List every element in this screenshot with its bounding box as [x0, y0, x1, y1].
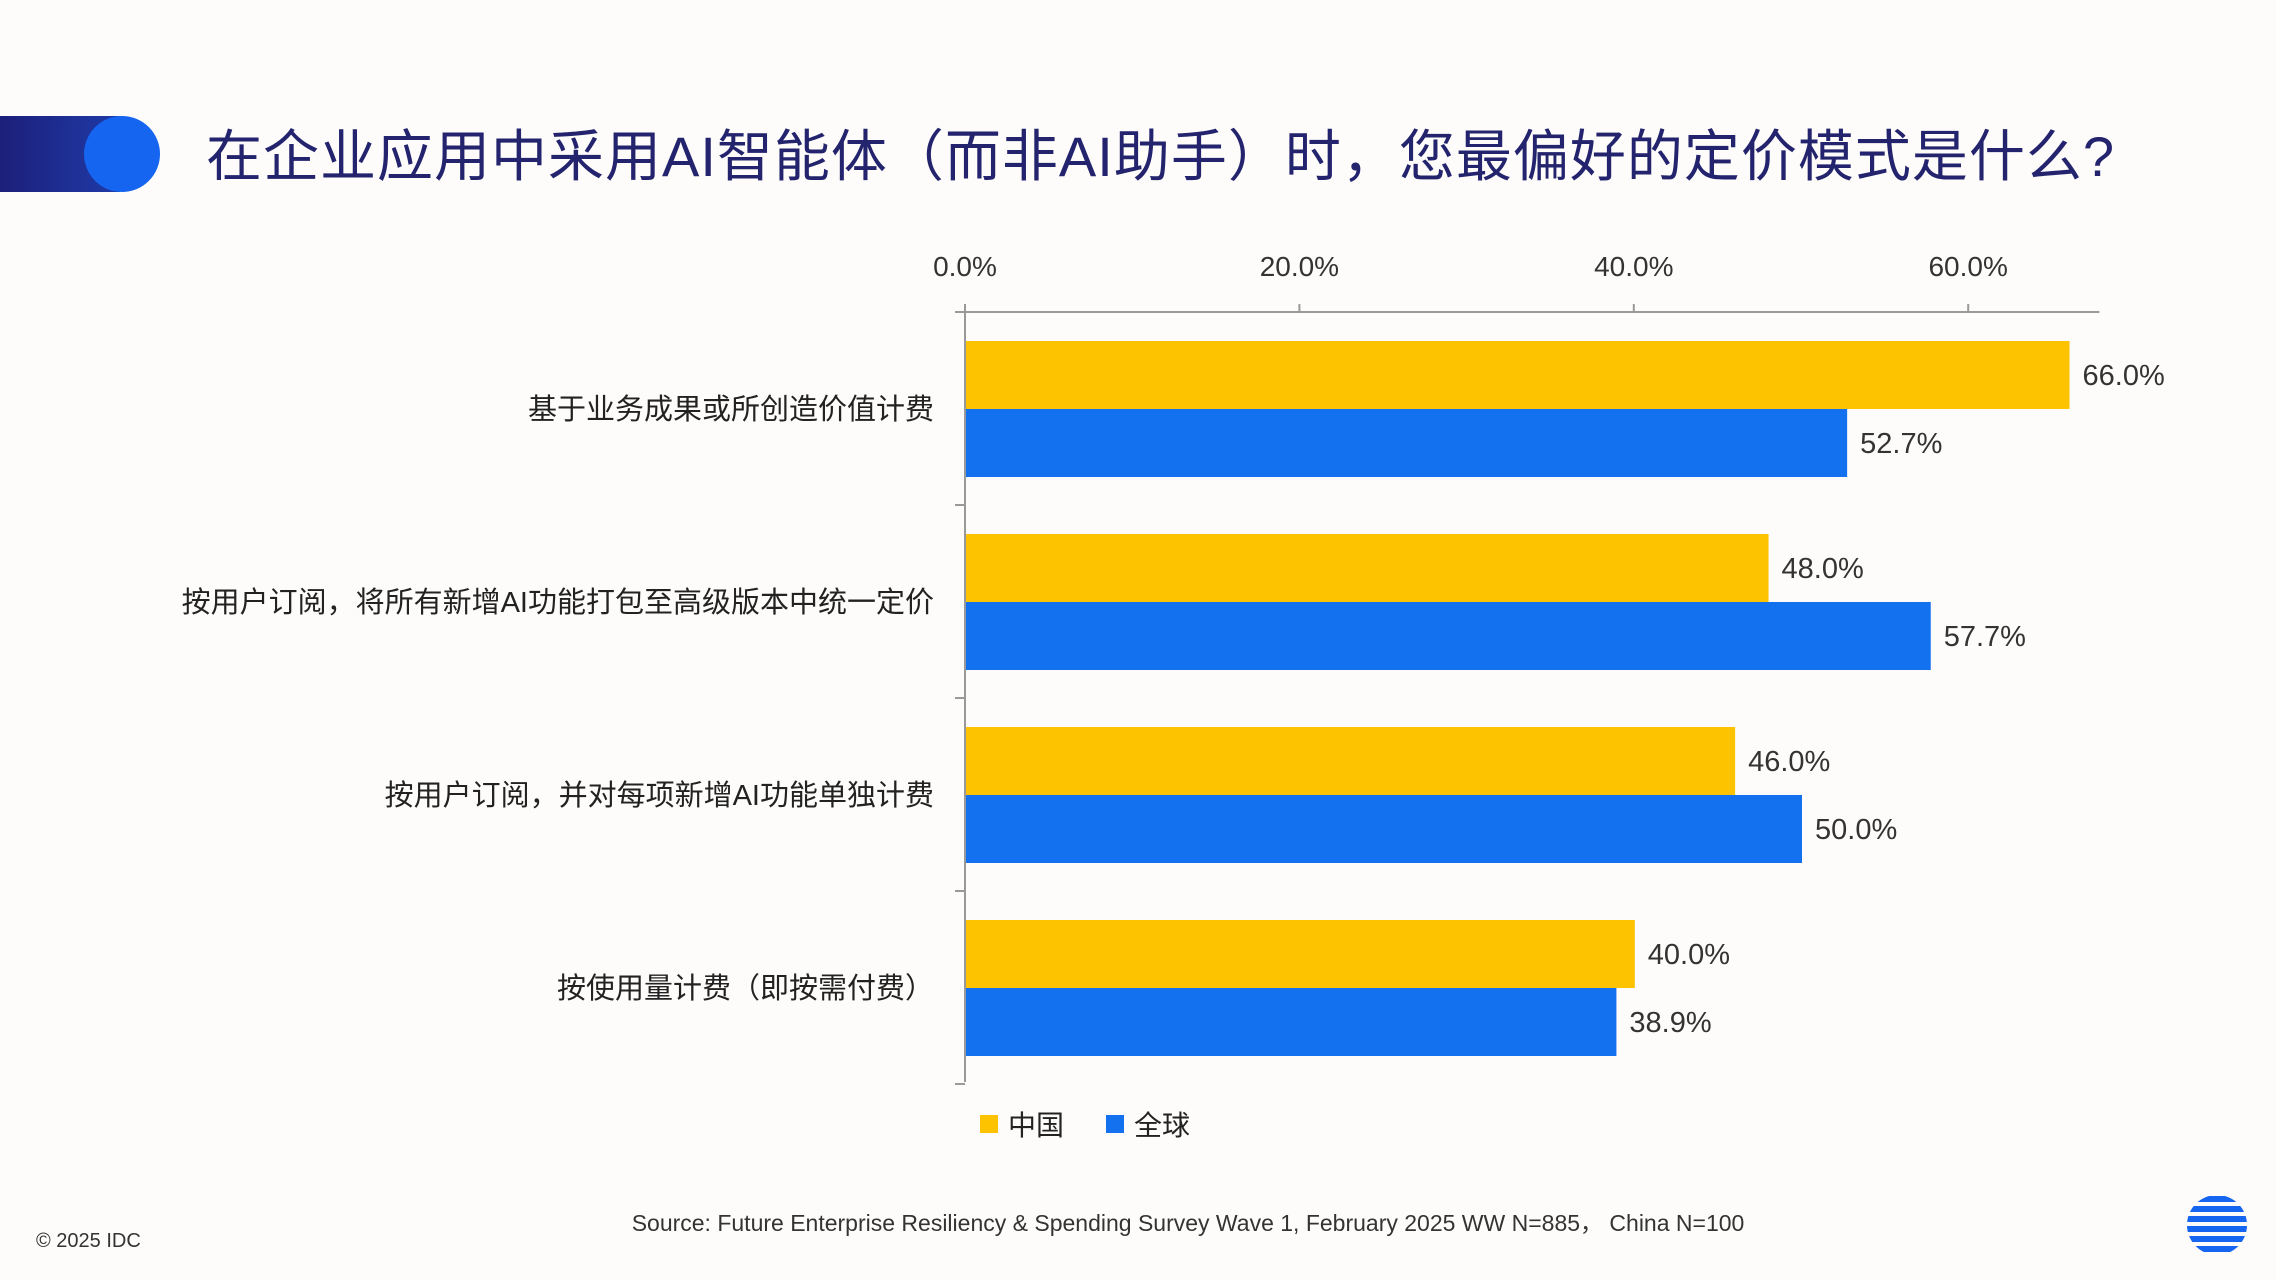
page-title: 在企业应用中采用AI智能体（而非AI助手）时，您最偏好的定价模式是什么? [206, 125, 2115, 188]
legend-item-global: 全球 [1106, 1104, 1190, 1144]
idc-globe-logo-icon [2187, 1196, 2247, 1252]
bar-global-0 [966, 409, 1848, 477]
bar-global-1 [966, 602, 1931, 670]
legend-swatch-china [980, 1115, 998, 1133]
title-accent-circle [84, 116, 160, 192]
data-label-global-2: 50.0% [1815, 814, 1897, 846]
copyright: © 2025 IDC [36, 1230, 141, 1252]
source-note: Source: Future Enterprise Resiliency & S… [631, 1210, 1745, 1236]
x-tick-label-3: 60.0% [1928, 251, 2007, 282]
legend-swatch-global [1106, 1115, 1125, 1133]
legend-item-china: 中国 [980, 1104, 1064, 1144]
chart-legend: 中国 全球 [980, 1104, 1232, 1144]
x-tick-label-1: 20.0% [1260, 251, 1339, 282]
bar-global-2 [966, 795, 1802, 863]
category-label-3: 按使用量计费（即按需付费） [557, 972, 934, 1005]
legend-label-china: 中国 [1008, 1110, 1065, 1141]
data-label-china-2: 46.0% [1748, 746, 1830, 778]
category-label-1: 按用户订阅，将所有新增AI功能打包至高级版本中统一定价 [182, 586, 934, 619]
data-label-global-3: 38.9% [1629, 1007, 1711, 1039]
bar-china-3 [966, 920, 1635, 988]
x-tick-label-2: 40.0% [1594, 251, 1673, 282]
bar-china-0 [966, 341, 2070, 409]
bar-global-3 [966, 988, 1617, 1056]
data-label-global-1: 57.7% [1944, 621, 2026, 653]
title-accent-bar [0, 116, 160, 192]
category-label-0: 基于业务成果或所创造价值计费 [528, 393, 934, 426]
data-label-china-0: 66.0% [2083, 360, 2165, 392]
data-label-global-0: 52.7% [1860, 428, 1942, 460]
x-tick-label-0: 0.0% [933, 251, 997, 282]
category-label-2: 按用户订阅，并对每项新增AI功能单独计费 [385, 779, 934, 812]
data-label-china-3: 40.0% [1648, 939, 1730, 971]
bar-china-1 [966, 534, 1769, 602]
legend-label-global: 全球 [1134, 1110, 1191, 1141]
bar-china-2 [966, 727, 1736, 795]
data-label-china-1: 48.0% [1782, 553, 1864, 585]
